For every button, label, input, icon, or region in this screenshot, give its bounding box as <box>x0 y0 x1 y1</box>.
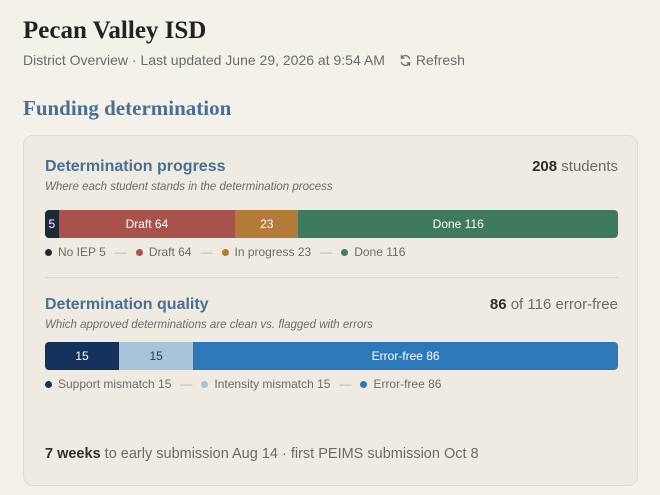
section-divider <box>45 277 618 278</box>
quality-title: Determination quality <box>45 296 209 313</box>
progress-header: Determination progress 208 students <box>45 158 618 176</box>
quality-legend: Support mismatch 15 — Intensity mismatch 1… <box>45 377 618 391</box>
page-subtitle-row: District Overview · Last updated June 29… <box>23 52 640 68</box>
progress-legend-item: Done 116 <box>341 245 405 259</box>
refresh-label: Refresh <box>415 52 465 68</box>
quality-count: 86 of 116 error-free <box>490 296 618 313</box>
legend-dot-icon <box>135 248 143 256</box>
progress-title: Determination progress <box>45 158 226 175</box>
progress-legend-label: No IEP 5 <box>58 245 106 259</box>
legend-dot-icon <box>341 248 349 256</box>
progress-legend-item: No IEP 5 <box>45 245 106 259</box>
progress-bar-segment: Draft 64 <box>58 210 236 238</box>
quality-bar-segment: 15 <box>45 342 120 370</box>
refresh-button[interactable]: Refresh <box>399 52 465 68</box>
quality-legend-label: Error-free 86 <box>373 377 442 391</box>
progress-legend-item: Draft 64 <box>135 245 192 259</box>
legend-separator: — <box>200 245 213 259</box>
progress-bar: 5 Draft 64 23 Done 116 <box>45 210 618 238</box>
progress-legend: No IEP 5 — Draft 64 — In progress 23 — Done 11… <box>45 245 618 259</box>
legend-dot-icon <box>201 380 209 388</box>
progress-count-label: students <box>561 158 618 175</box>
progress-count-number: 208 <box>532 158 558 175</box>
quality-legend-item: Support mismatch 15 <box>45 377 171 391</box>
quality-bar: 15 15 Error-free 86 <box>45 342 618 370</box>
progress-legend-item: In progress 23 <box>221 245 312 259</box>
quality-bar-segment: 15 <box>119 342 194 370</box>
quality-legend-item: Error-free 86 <box>360 377 441 391</box>
section-title: Funding determination <box>23 96 232 120</box>
quality-bar-segment: Error-free 86 <box>193 342 618 370</box>
legend-dot-icon <box>45 248 52 256</box>
quality-block: Determination quality 86 of 116 error-fr… <box>45 296 618 331</box>
progress-count: 208 students <box>532 158 618 175</box>
progress-bar-segment: 23 <box>235 210 299 238</box>
quality-count-number: 86 <box>489 296 507 313</box>
legend-separator: — <box>180 377 193 391</box>
refresh-icon <box>400 54 411 66</box>
quality-count-label: of 116 error-free <box>510 296 618 313</box>
funding-card: Determination progress 208 students Wher… <box>23 135 638 486</box>
legend-separator: — <box>339 377 352 391</box>
weeks-remaining: 7 weeks <box>45 446 101 462</box>
quality-header: Determination quality 86 of 116 error-fr… <box>45 296 618 314</box>
quality-description: Which approved determinations are clean … <box>45 319 373 331</box>
quality-legend-label: Intensity mismatch 15 <box>214 377 331 391</box>
progress-bar-segment: Done 116 <box>298 210 618 238</box>
page-header: Pecan Valley ISD District Overview · Las… <box>23 16 640 68</box>
legend-dot-icon <box>221 248 229 256</box>
quality-legend-label: Support mismatch 15 <box>58 377 172 391</box>
legend-separator: — <box>114 245 127 259</box>
legend-dot-icon <box>360 380 368 388</box>
progress-description: Where each student stands in the determi… <box>45 181 333 193</box>
page-title: Pecan Valley ISD <box>23 17 207 44</box>
progress-bar-segment: 5 <box>45 210 59 238</box>
legend-dot-icon <box>45 380 52 388</box>
progress-block: Determination progress 208 students Wher… <box>45 158 618 193</box>
progress-legend-label: Draft 64 <box>148 245 192 259</box>
submission-dates-text: to early submission Aug 14 · first PEIMS… <box>104 446 479 462</box>
submission-footer: 7 weeks to early submission Aug 14 · fir… <box>45 446 479 462</box>
legend-separator: — <box>320 245 333 259</box>
progress-legend-label: Done 116 <box>354 245 406 259</box>
quality-legend-item: Intensity mismatch 15 <box>201 377 330 391</box>
progress-legend-label: In progress 23 <box>234 245 312 259</box>
last-updated-text: District Overview · Last updated June 29… <box>23 52 385 68</box>
